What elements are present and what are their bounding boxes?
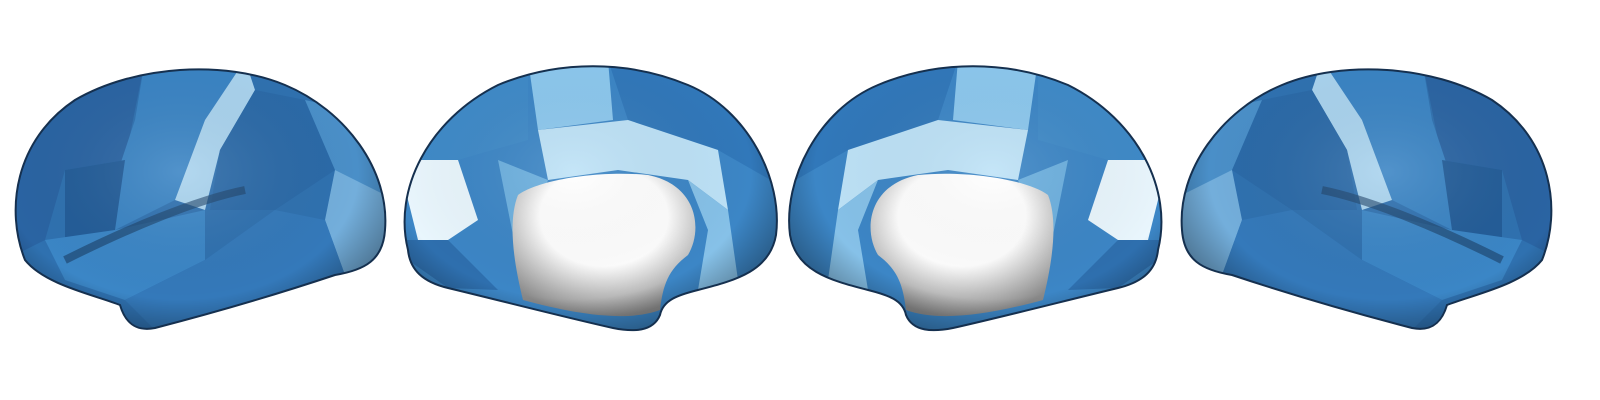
left-lateral-view bbox=[5, 60, 395, 340]
left-medial-view bbox=[398, 60, 788, 340]
right-lateral-view bbox=[1172, 60, 1562, 340]
right-medial-view bbox=[778, 60, 1168, 340]
